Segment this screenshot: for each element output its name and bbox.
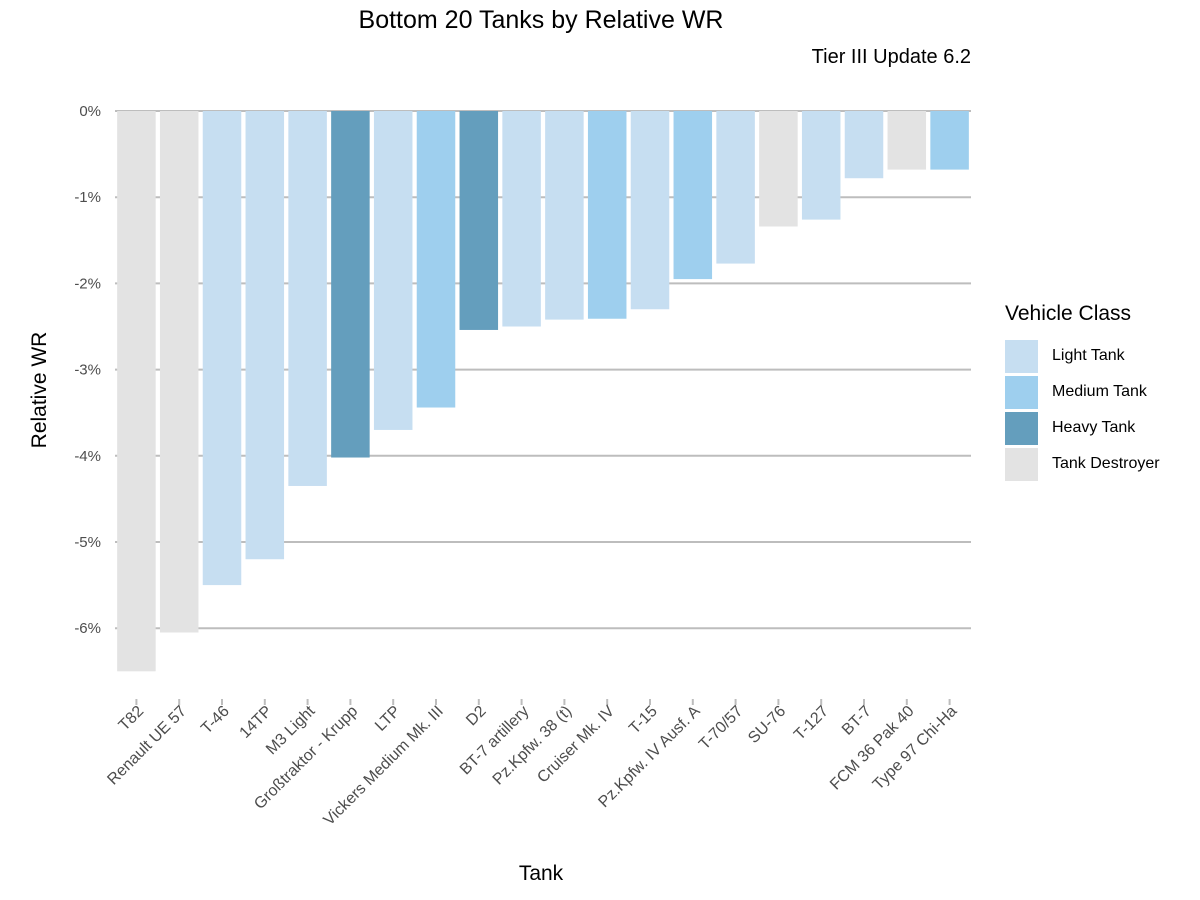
bar-4 [288,111,327,486]
legend-title: Vehicle Class [1005,302,1132,325]
legend-label: Tank Destroyer [1052,455,1160,472]
x-tick-label: Cruiser Mk. IV [534,703,618,787]
legend-item-medium-tank: Medium Tank [1005,374,1160,410]
x-tick-label: T82 [116,703,148,735]
bar-7 [416,111,456,408]
bar-0 [117,111,156,672]
bar-11 [587,111,627,319]
legend-item-tank-destroyer: Tank Destroyer [1005,446,1160,482]
legend-swatch [1005,447,1038,481]
legend: Vehicle Class Light Tank Medium Tank Hea… [1005,302,1160,482]
bar-15 [759,111,798,227]
legend-item-light-tank: Light Tank [1005,338,1160,374]
legend-swatch [1005,375,1038,409]
legend-label: Heavy Tank [1052,419,1136,436]
bar-16 [801,111,841,220]
x-tick-label: T-15 [626,703,661,738]
bar-8 [459,111,499,330]
x-axis-title: Tank [518,862,564,885]
y-tick-label: -1% [74,189,101,206]
y-tick-label: -4% [74,448,101,465]
bar-18 [887,111,927,170]
legend-label: Medium Tank [1052,383,1147,400]
x-tick-label: 14TP [237,703,276,742]
bar-10 [545,111,584,320]
y-tick-label: 0% [79,103,101,120]
bar-9 [502,111,541,327]
y-tick-labels: 0% -1% -2% -3% -4% -5% -6% [74,103,101,637]
legend-swatch [1005,339,1038,373]
x-tick-label: BT-7 [839,703,875,739]
y-tick-label: -3% [74,362,101,379]
bar-19 [930,111,969,170]
legend-item-heavy-tank: Heavy Tank [1005,410,1160,446]
x-tick-label: T-127 [791,703,832,744]
x-tick-label: LTP [372,703,404,735]
bar-3 [245,111,285,560]
x-tick-label: Renault UE 57 [104,703,190,789]
bars [117,111,969,672]
x-tick-label: SU-76 [745,703,789,747]
bar-13 [673,111,713,280]
bar-2 [202,111,242,586]
bar-5 [331,111,370,458]
chart-subtitle: Tier III Update 6.2 [811,46,971,68]
y-tick-label: -2% [74,275,101,292]
y-tick-label: -6% [74,620,101,637]
x-tick-label: T-70/57 [696,703,746,753]
y-tick-label: -5% [74,534,101,551]
legend-label: Light Tank [1052,347,1125,364]
chart-title: Bottom 20 Tanks by Relative WR [358,6,724,34]
x-tick-label: T-46 [198,703,233,738]
gridlines [115,110,971,630]
bar-6 [373,111,413,430]
x-tick-label: D2 [463,703,490,730]
bar-14 [716,111,755,264]
legend-swatch [1005,411,1038,445]
bar-17 [844,111,884,179]
bar-1 [159,111,199,633]
bar-12 [630,111,670,310]
